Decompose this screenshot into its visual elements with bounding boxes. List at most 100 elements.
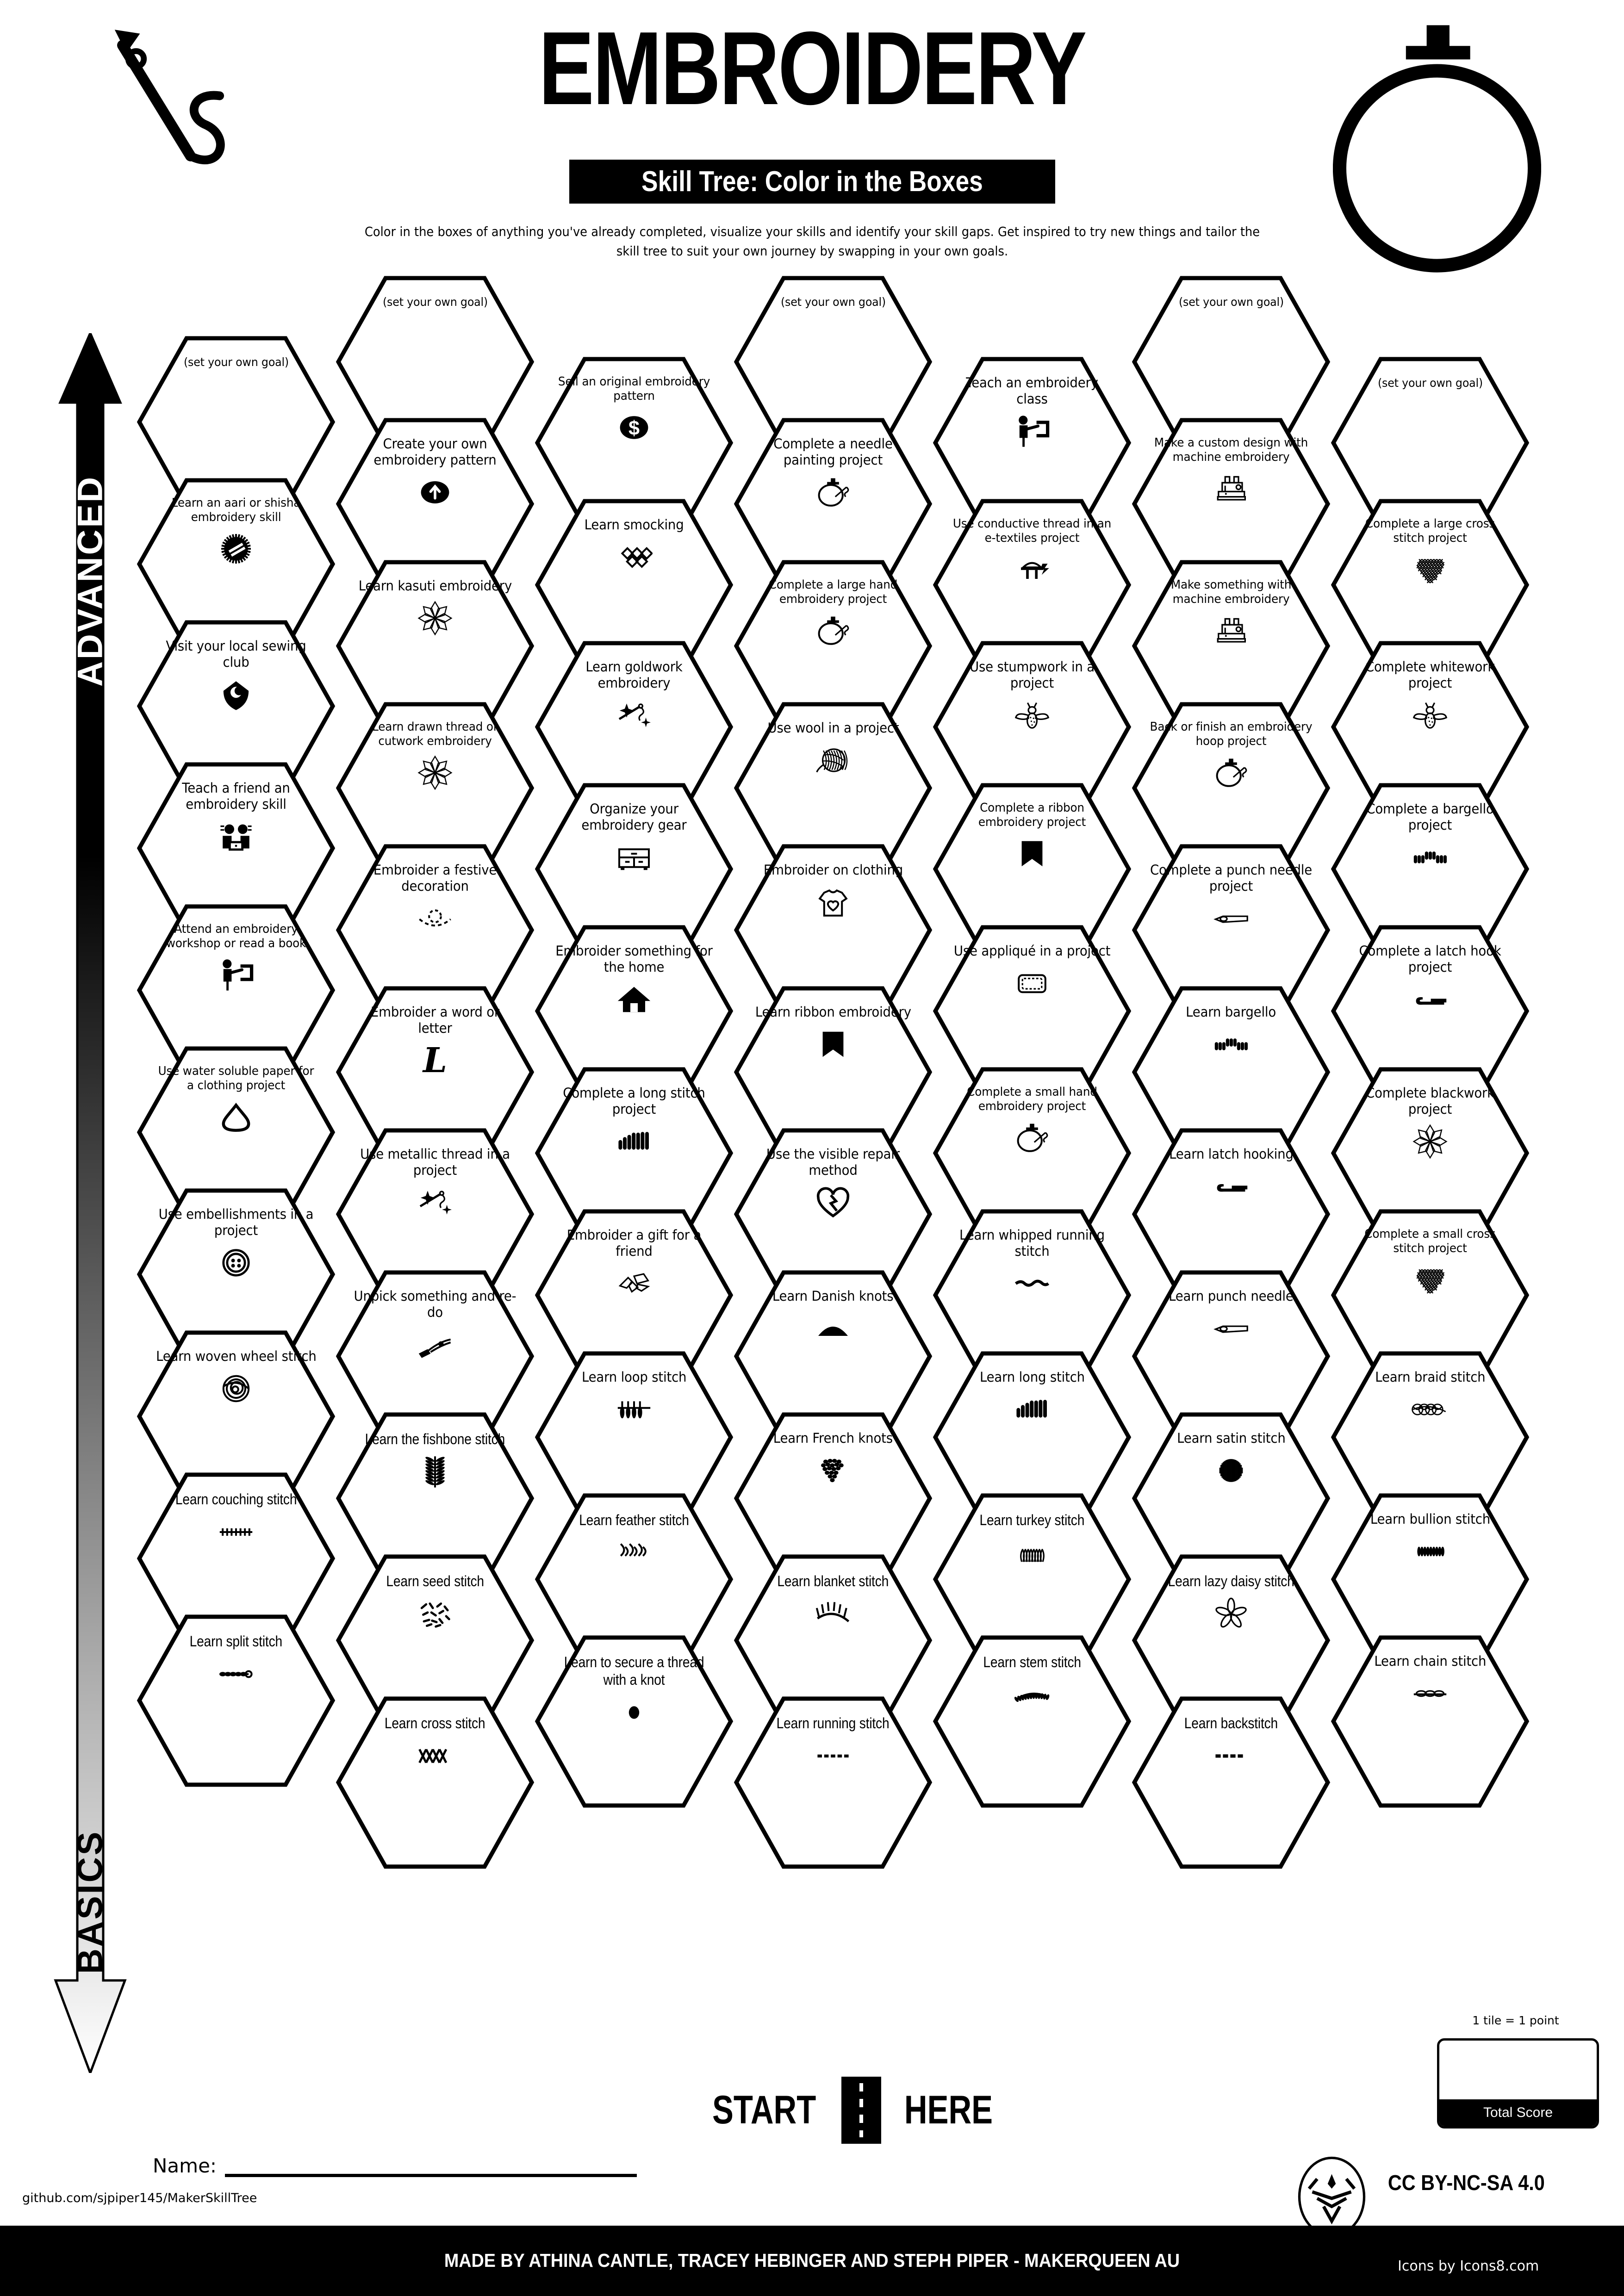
github-url[interactable]: github.com/sjpiper145/MakerSkillTree bbox=[22, 2191, 257, 2205]
skill-tile[interactable]: Learn ribbon embroidery bbox=[734, 986, 933, 1159]
skill-tile[interactable]: Use wool in a project bbox=[734, 701, 933, 875]
skill-tile[interactable]: Learn goldwork embroidery bbox=[535, 640, 734, 814]
skill-tile[interactable]: Use appliqué in a project bbox=[933, 925, 1132, 1098]
presenter-board-icon bbox=[218, 956, 255, 994]
skill-tile[interactable]: Teach an embroidery class bbox=[933, 356, 1132, 530]
skill-tile[interactable]: Complete blackwork project bbox=[1331, 1067, 1530, 1240]
skill-tile[interactable]: Organize your embroidery gear bbox=[535, 782, 734, 956]
intro-blurb: Color in the boxes of anything you've al… bbox=[364, 224, 1260, 259]
skill-tile[interactable]: Learn smocking bbox=[535, 498, 734, 672]
skill-tile[interactable]: Learn backstitch bbox=[1132, 1696, 1331, 1869]
presenter-board-icon bbox=[1014, 412, 1051, 451]
skill-tile[interactable]: Learn split stitch bbox=[137, 1614, 336, 1787]
total-score-box[interactable]: Total Score bbox=[1437, 2038, 1599, 2128]
skill-tile[interactable]: Learn braid stitch bbox=[1331, 1351, 1530, 1524]
skill-tile-label: Learn bullion stitch bbox=[1370, 1511, 1490, 1527]
skill-tile[interactable]: Learn drawn thread or cutwork embroidery bbox=[336, 701, 535, 875]
name-field-row[interactable]: Name: bbox=[153, 2149, 708, 2177]
skill-tile-label: Learn running stitch bbox=[777, 1715, 890, 1731]
skill-tile-label: Embroider a festive decoration bbox=[373, 862, 497, 894]
skill-tile-label: Learn French knots bbox=[773, 1430, 893, 1446]
skill-tile[interactable]: Embroider a word or letter L bbox=[336, 986, 535, 1159]
skill-tile-label: Embroider a gift for a friend bbox=[566, 1227, 702, 1259]
skill-tile[interactable]: Learn bullion stitch bbox=[1331, 1493, 1530, 1666]
skill-tile-label: Embroider a word or letter bbox=[370, 1004, 500, 1036]
skill-tile[interactable]: Unpick something and re-do bbox=[336, 1270, 535, 1443]
skill-tile[interactable]: Use the visible repair method bbox=[734, 1128, 933, 1301]
skill-tile[interactable]: Embroider something for the home bbox=[535, 925, 734, 1098]
skill-tile-label: Attend an embroidery workshop or read a … bbox=[166, 922, 306, 950]
skill-tile[interactable]: Complete a bargello project bbox=[1331, 782, 1530, 956]
skill-tile[interactable]: Make a custom design with machine embroi… bbox=[1132, 417, 1331, 591]
skill-tile[interactable]: Sell an original embroidery pattern $ bbox=[535, 356, 734, 530]
bunting-icon bbox=[417, 899, 454, 938]
skill-tile[interactable]: Learn bargello bbox=[1132, 986, 1331, 1159]
subtitle-banner: Skill Tree: Color in the Boxes bbox=[569, 160, 1055, 204]
skill-tile-label: Complete a long stitch project bbox=[563, 1085, 705, 1117]
bargello-icon bbox=[1213, 1025, 1250, 1064]
skill-tile[interactable]: Embroider a gift for a friend bbox=[535, 1209, 734, 1382]
skill-tile-label: Complete a punch needle project bbox=[1150, 862, 1313, 894]
skill-tile[interactable]: Learn woven wheel stitch bbox=[137, 1330, 336, 1503]
bee-icon bbox=[1014, 696, 1051, 735]
skill-tile[interactable]: Complete a small hand embroidery project bbox=[933, 1067, 1132, 1240]
water-drop-icon bbox=[218, 1098, 255, 1136]
skill-tile[interactable]: Complete a needle painting project bbox=[734, 417, 933, 591]
skill-tile-label: Learn an aari or shisha embroidery skill bbox=[171, 496, 301, 524]
skill-tile[interactable]: Learn to secure a thread with a knot bbox=[535, 1635, 734, 1808]
yarn-ball-icon bbox=[815, 741, 852, 780]
skill-tile[interactable]: Learn cross stitch bbox=[336, 1696, 535, 1869]
skill-tile[interactable]: Back or finish an embroidery hoop projec… bbox=[1132, 701, 1331, 875]
skill-tile-label: Use stumpwork in a project bbox=[970, 659, 1095, 691]
bullion-stitch-icon bbox=[1412, 1532, 1449, 1571]
skill-tile[interactable]: Learn an aari or shisha embroidery skill bbox=[137, 478, 336, 651]
skill-tile-label: Learn stem stitch bbox=[983, 1654, 1081, 1670]
skill-tile[interactable]: Learn Danish knots bbox=[734, 1270, 933, 1443]
loop-stitch-icon bbox=[616, 1390, 653, 1429]
cross-stitch-heart-icon bbox=[1412, 1260, 1449, 1299]
skill-tile[interactable]: Learn chain stitch bbox=[1331, 1635, 1530, 1808]
skill-tile[interactable]: Learn feather stitch bbox=[535, 1493, 734, 1666]
subtitle-text: Skill Tree: Color in the Boxes bbox=[641, 166, 983, 198]
seed-stitch-icon bbox=[417, 1595, 454, 1633]
start-word: START bbox=[712, 2087, 816, 2132]
skill-tile[interactable]: Create your own embroidery pattern bbox=[336, 417, 535, 591]
skill-tile-label: Complete a large hand embroidery project bbox=[768, 578, 898, 606]
skill-tile[interactable]: Complete a large hand embroidery project bbox=[734, 559, 933, 733]
skill-tile-label: Organize your embroidery gear bbox=[581, 801, 687, 833]
skill-tile-label: Complete a small cross stitch project bbox=[1364, 1227, 1496, 1255]
split-stitch-icon bbox=[218, 1655, 255, 1694]
skill-tile-label: Learn chain stitch bbox=[1374, 1653, 1486, 1669]
skill-tile-label: Use conductive thread in an e-textiles p… bbox=[952, 517, 1112, 545]
skill-tile[interactable]: Use water soluble paper for a clothing p… bbox=[137, 1046, 336, 1219]
skill-tile-label: Learn satin stitch bbox=[1176, 1430, 1286, 1446]
skill-tile[interactable]: (set your own goal) bbox=[336, 275, 535, 449]
skill-tile-label: Learn blanket stitch bbox=[777, 1573, 889, 1589]
skill-tile-label: Embroider something for the home bbox=[555, 943, 713, 975]
skill-tile[interactable]: Use embellishments in a project bbox=[137, 1188, 336, 1361]
stem-stitch-icon bbox=[1014, 1675, 1051, 1714]
skill-tile[interactable]: Learn satin stitch bbox=[1132, 1412, 1331, 1585]
seam-ripper-icon bbox=[417, 1325, 454, 1364]
skill-tile[interactable]: Learn running stitch bbox=[734, 1696, 933, 1869]
knot-dot-icon bbox=[616, 1693, 653, 1732]
chain-stitch-icon bbox=[1412, 1674, 1449, 1713]
skill-tile[interactable]: Learn couching stitch bbox=[137, 1472, 336, 1645]
skill-tile[interactable]: Visit your local sewing club bbox=[137, 620, 336, 793]
skill-tile[interactable]: Complete a long stitch project bbox=[535, 1067, 734, 1240]
skill-tile-label: Make a custom design with machine embroi… bbox=[1154, 436, 1308, 464]
skill-tile-label: Complete a large cross stitch project bbox=[1365, 517, 1495, 545]
skill-tile-label: Learn backstitch bbox=[1184, 1715, 1278, 1731]
skill-tile[interactable]: Complete whitework project bbox=[1331, 640, 1530, 814]
backstitch-icon bbox=[1213, 1737, 1250, 1775]
skill-tile-label: Learn split stitch bbox=[189, 1633, 283, 1650]
skill-tile[interactable]: (set your own goal) bbox=[1331, 356, 1530, 530]
name-input-line[interactable] bbox=[225, 2169, 637, 2177]
skill-tile[interactable]: Learn stem stitch bbox=[933, 1635, 1132, 1808]
running-stitch-icon bbox=[815, 1737, 852, 1775]
skill-tile[interactable]: Learn latch hooking bbox=[1132, 1128, 1331, 1301]
skill-tile[interactable]: Complete a small cross stitch project bbox=[1331, 1209, 1530, 1382]
skill-tile[interactable]: Complete a latch hook project bbox=[1331, 925, 1530, 1098]
skill-tile[interactable]: Learn punch needle bbox=[1132, 1270, 1331, 1443]
skill-tile-label: Learn turkey stitch bbox=[979, 1512, 1085, 1528]
